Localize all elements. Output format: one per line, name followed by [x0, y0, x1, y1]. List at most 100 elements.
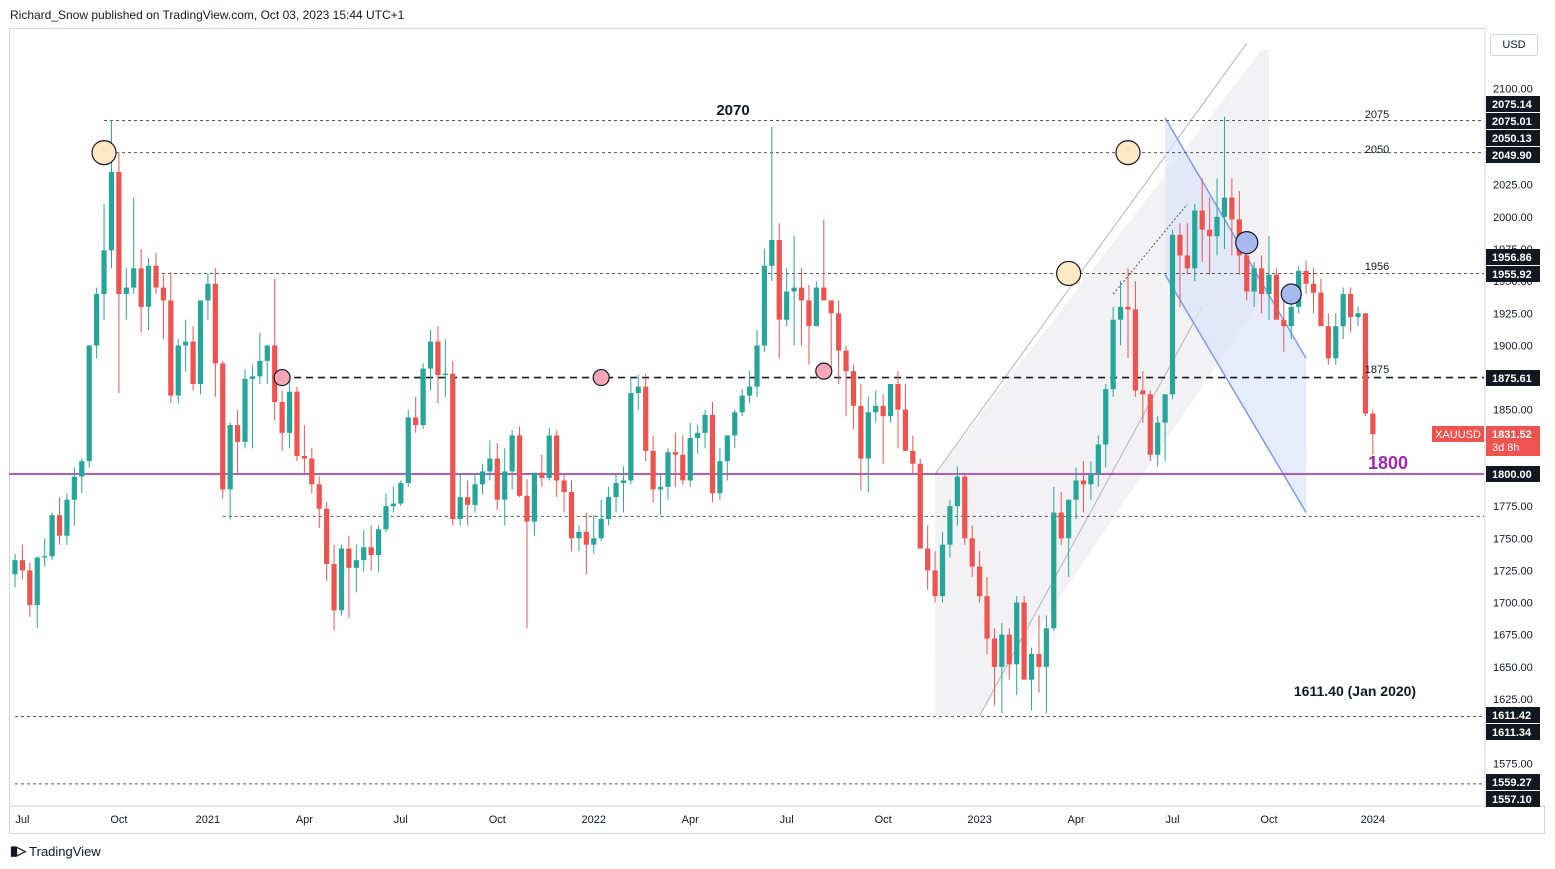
candle-body: [531, 472, 537, 522]
currency-selector[interactable]: USD: [1490, 34, 1538, 56]
time-tick-label: Oct: [110, 814, 127, 826]
label-2050: 2050: [1365, 144, 1389, 156]
candle-body: [309, 458, 315, 485]
candle-body: [64, 499, 70, 536]
price-label-box: [1486, 96, 1540, 112]
candle-body: [1214, 216, 1220, 237]
candles: [12, 116, 1376, 714]
candle-body: [724, 435, 730, 462]
touch-marker: [273, 368, 291, 387]
candle-body: [813, 287, 819, 327]
candle-body: [34, 557, 40, 606]
candle-body: [977, 566, 983, 597]
label-2075: 2075: [1365, 109, 1389, 121]
candle-body: [1117, 306, 1124, 320]
candle-body: [1051, 512, 1057, 629]
time-tick-label: 2021: [196, 814, 220, 826]
touch-marker: [592, 368, 610, 387]
candle-body: [138, 268, 144, 307]
candle-body: [516, 435, 523, 496]
candle-body: [101, 250, 107, 295]
candle-body: [220, 363, 226, 490]
price-label-text: 1955.92: [1492, 269, 1532, 281]
candle-body: [873, 405, 879, 413]
candle-body: [1318, 292, 1324, 327]
price-tick-label: 1775.00: [1493, 501, 1533, 513]
candle-body: [776, 240, 782, 320]
candle-body: [286, 391, 293, 433]
candle-body: [628, 393, 634, 481]
candle-body: [346, 548, 352, 568]
candle-body: [316, 484, 322, 509]
uptrend-channel-upper: [934, 43, 1248, 475]
candle-body: [828, 300, 834, 314]
candle-body: [895, 384, 901, 410]
candle-body: [487, 458, 493, 472]
time-tick-label: Oct: [489, 814, 506, 826]
candle-body: [375, 529, 382, 555]
symbol-badge-text: XAUUSD: [1435, 429, 1481, 441]
candle-body: [1273, 274, 1279, 320]
candle-body: [717, 461, 723, 494]
price-label-text: 2049.90: [1492, 150, 1532, 162]
price-tick-label: 1625.00: [1493, 694, 1533, 706]
candle-body: [925, 548, 931, 571]
candle-body: [1221, 197, 1228, 217]
touch-marker: [1115, 140, 1141, 166]
price-tick-label: 1850.00: [1493, 405, 1533, 417]
price-tick-label: 1750.00: [1493, 533, 1533, 545]
candle-body: [86, 345, 92, 462]
candle-body: [947, 506, 953, 545]
candle-body: [1251, 268, 1257, 292]
candle-body: [1192, 210, 1198, 269]
candle-body: [687, 438, 693, 481]
candle-body: [583, 531, 589, 545]
candle-body: [1110, 319, 1116, 390]
candle-body: [606, 497, 612, 519]
time-tick-label: 2024: [1361, 814, 1385, 826]
candle-body: [153, 265, 159, 288]
candle-body: [613, 482, 619, 498]
price-tick-label: 1700.00: [1493, 598, 1533, 610]
downtrend-channel-lower: [1164, 274, 1307, 513]
price-label-box: [1486, 724, 1540, 740]
price-label-text: 2075.14: [1492, 99, 1533, 111]
trend-dotted-line: [1112, 203, 1188, 295]
time-tick-label: Oct: [1260, 814, 1277, 826]
candle-body: [598, 518, 604, 539]
price-label-box: [1486, 113, 1540, 129]
price-label-box: [1486, 130, 1540, 146]
candle-body: [123, 287, 129, 295]
annotations: 2070 2075 2050 1956 1875 1800 1611.40 (J…: [716, 102, 1416, 699]
price-tick-label: 2000.00: [1493, 212, 1533, 224]
candle-body: [1266, 274, 1272, 295]
price-labels: 2075.14 2075.01 2050.13 2049.90 1956.86 1955.…: [1486, 96, 1540, 807]
candle-body: [205, 283, 211, 301]
candle-body: [108, 171, 115, 251]
candle-body: [183, 341, 189, 346]
candle-body: [1355, 313, 1361, 318]
time-tick-label: Jul: [780, 814, 794, 826]
price-label-text: 1557.10: [1492, 794, 1532, 806]
candle-body: [279, 402, 285, 433]
candle-body: [887, 384, 894, 417]
candle-body: [242, 378, 248, 442]
candle-body: [761, 265, 768, 346]
candle-body: [131, 268, 137, 288]
candle-body: [56, 515, 63, 536]
candle-body: [902, 409, 908, 451]
candle-body: [42, 556, 48, 558]
candle-body: [1073, 480, 1079, 500]
candle-body: [405, 417, 411, 483]
price-label-text: 1559.27: [1492, 777, 1532, 789]
candle-body: [1021, 602, 1027, 680]
candle-body: [932, 570, 938, 597]
price-label-box: [1486, 791, 1540, 807]
candle-body: [1281, 319, 1287, 327]
candle-body: [294, 391, 300, 457]
price-tick-label: 1725.00: [1493, 565, 1533, 577]
candle-body: [650, 450, 656, 490]
candle-body: [324, 508, 330, 564]
candle-body: [442, 373, 448, 376]
